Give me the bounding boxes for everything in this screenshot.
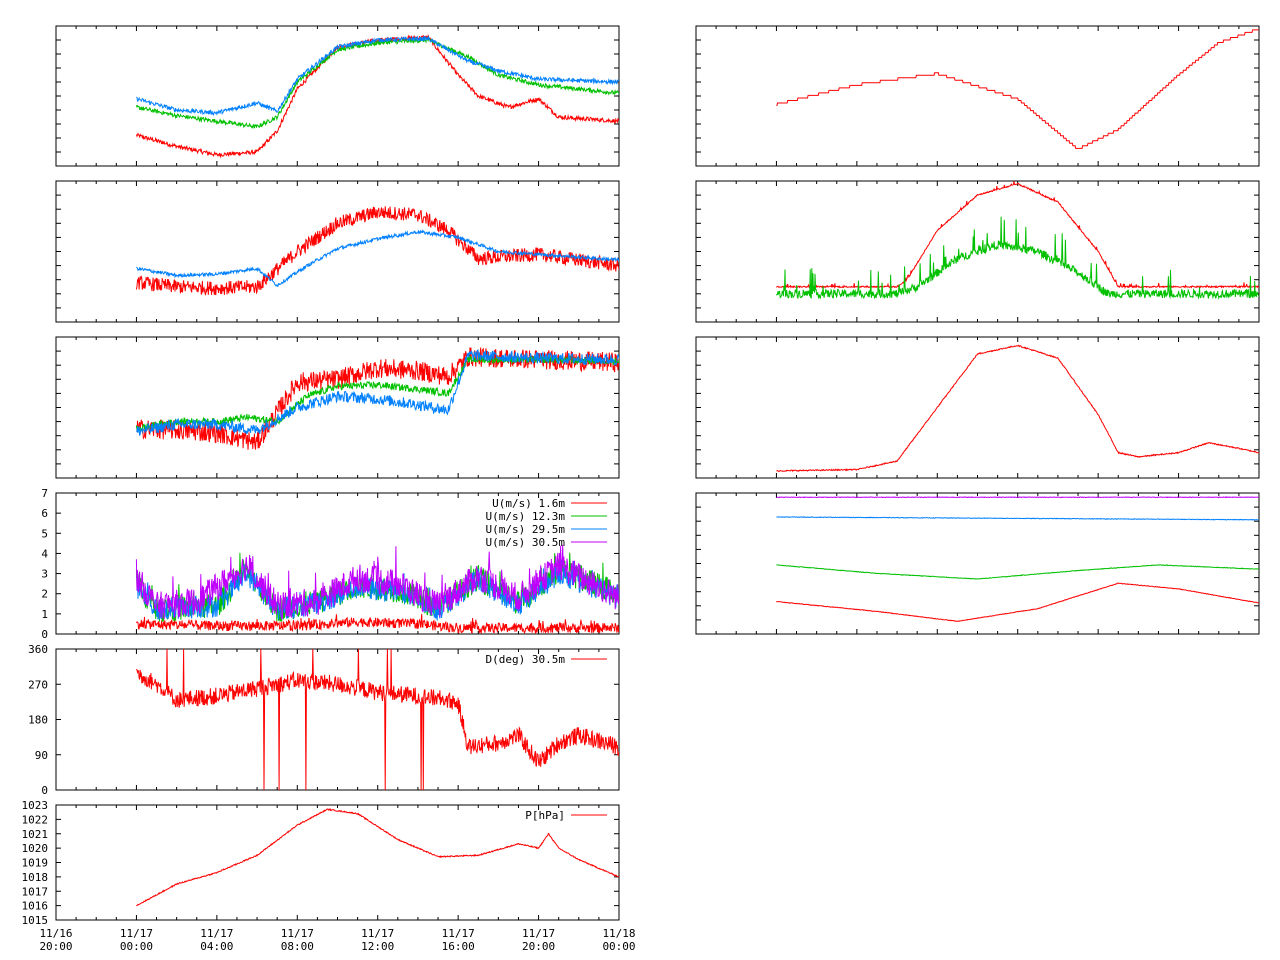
series-line-blue xyxy=(136,35,619,117)
panel-temp3 xyxy=(55,336,620,479)
y-tick-label: 1023 xyxy=(22,799,49,812)
plot-frame xyxy=(55,804,620,921)
y-tick-label: 90 xyxy=(35,749,48,762)
x-tick-date: 11/16 xyxy=(39,927,72,940)
series-line-purple xyxy=(135,544,619,620)
series-line-blue xyxy=(136,349,619,436)
legend-label: U(m/s) 1.6m xyxy=(492,497,565,510)
legend-label: D(deg) 30.5m xyxy=(486,653,566,666)
series-line-blue xyxy=(136,228,619,287)
x-tick-date: 11/17 xyxy=(361,927,394,940)
panel-dir: 0 90 180 270 360 D(deg) 30.5m xyxy=(28,643,620,797)
legend-label: U(m/s) 29.5m xyxy=(486,523,566,536)
x-tick-time: 20:00 xyxy=(522,940,555,953)
panel-rad xyxy=(695,180,1260,323)
series-line-red xyxy=(776,181,1259,290)
y-tick-label: 1021 xyxy=(22,828,49,841)
plot-frame xyxy=(55,180,620,323)
x-tick-time: 04:00 xyxy=(200,940,233,953)
series-line-red xyxy=(136,347,619,450)
series-line-green xyxy=(776,216,1259,300)
panel-rh xyxy=(695,336,1260,479)
plot-frame xyxy=(695,25,1260,167)
panel-wind: 0 1 2 3 4 5 6 7 U(m/s) 1.6mU(m/s) 12.3mU(m/s) 29… xyxy=(41,487,620,641)
y-tick-label: 270 xyxy=(28,678,48,691)
series-line-red xyxy=(136,808,619,907)
y-tick-label: 2 xyxy=(41,588,48,601)
plot-frame xyxy=(695,336,1260,479)
y-tick-label: 1022 xyxy=(22,813,49,826)
y-tick-label: 1016 xyxy=(22,900,49,913)
series-line-green xyxy=(135,37,619,130)
x-tick-time: 20:00 xyxy=(39,940,72,953)
x-tick-time: 16:00 xyxy=(442,940,475,953)
series-line-red xyxy=(776,29,1259,149)
panel-temp2 xyxy=(55,180,620,323)
series-line-red xyxy=(135,613,619,634)
y-tick-label: 3 xyxy=(41,568,48,581)
x-tick-date: 11/17 xyxy=(522,927,555,940)
y-tick-label: 1020 xyxy=(22,842,49,855)
x-tick-time: 08:00 xyxy=(281,940,314,953)
x-tick-date: 11/18 xyxy=(602,927,635,940)
y-tick-label: 4 xyxy=(41,547,48,560)
series-line-purple xyxy=(776,496,1259,499)
x-tick-time: 12:00 xyxy=(361,940,394,953)
x-tick-time: 00:00 xyxy=(602,940,635,953)
legend-label: U(m/s) 30.5m xyxy=(486,536,566,549)
x-tick-date: 11/17 xyxy=(281,927,314,940)
y-tick-label: 360 xyxy=(28,643,48,656)
x-tick-date: 11/17 xyxy=(120,927,153,940)
y-tick-label: 7 xyxy=(41,487,48,500)
y-tick-label: 6 xyxy=(41,507,48,520)
x-tick-date: 11/17 xyxy=(442,927,475,940)
series-line-red xyxy=(135,33,619,159)
legend-label: P[hPa] xyxy=(525,809,565,822)
x-tick-time: 00:00 xyxy=(120,940,153,953)
panel-rt1 xyxy=(695,25,1260,167)
series-line-red xyxy=(135,649,619,790)
y-tick-label: 1015 xyxy=(22,914,49,927)
y-tick-label: 180 xyxy=(28,714,48,727)
series-line-red xyxy=(135,206,619,296)
legend-label: U(m/s) 12.3m xyxy=(486,510,566,523)
y-tick-label: 1017 xyxy=(22,885,49,898)
y-tick-label: 1019 xyxy=(22,857,49,870)
series-line-green xyxy=(776,564,1259,580)
y-tick-label: 1018 xyxy=(22,871,49,884)
panel-temp xyxy=(55,25,620,167)
x-tick-date: 11/17 xyxy=(200,927,233,940)
plot-frame xyxy=(695,492,1260,635)
panel-misc xyxy=(695,492,1260,635)
series-line-red xyxy=(776,582,1259,622)
y-tick-label: 1 xyxy=(41,608,48,621)
series-line-red xyxy=(776,344,1259,473)
y-tick-label: 0 xyxy=(41,784,48,797)
y-tick-label: 0 xyxy=(41,628,48,641)
series-line-blue xyxy=(776,516,1259,521)
y-tick-label: 5 xyxy=(41,527,48,540)
